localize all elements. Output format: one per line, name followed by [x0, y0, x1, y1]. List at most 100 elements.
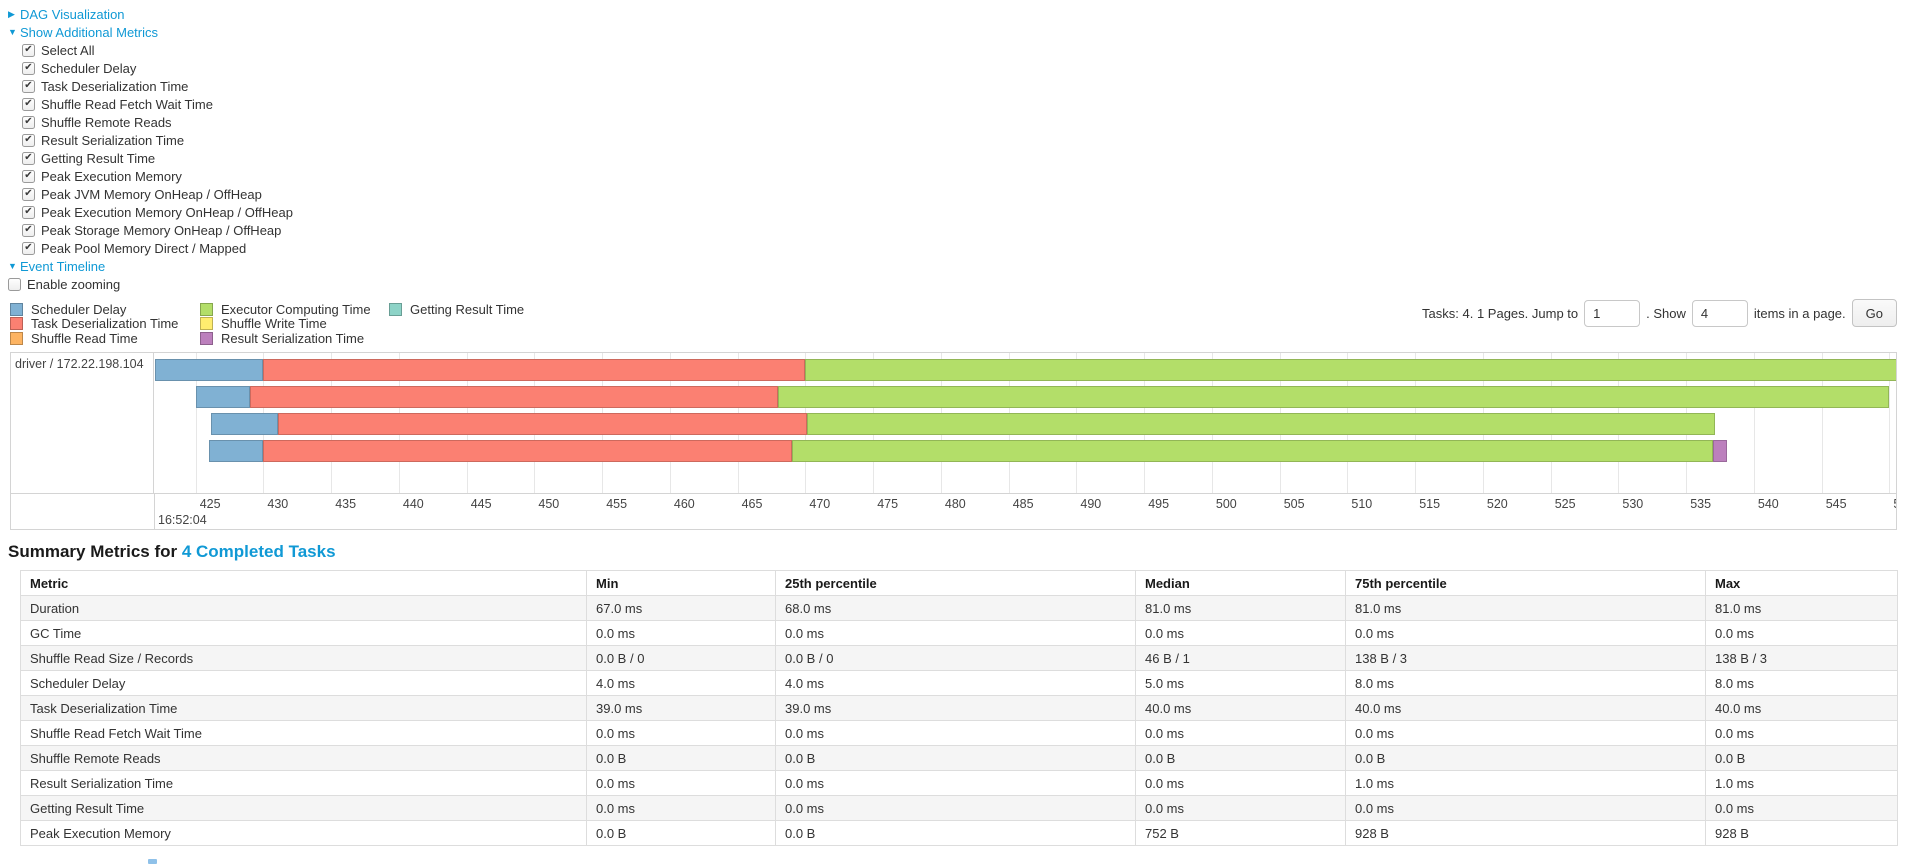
timeline-tick-label: 450 [538, 497, 560, 511]
expanded-arrow-icon: ▼ [8, 27, 17, 37]
completed-tasks-link[interactable]: 4 Completed Tasks [181, 542, 336, 561]
metric-value-cell: 0.0 ms [1135, 620, 1346, 646]
metric-checkbox-row[interactable]: ✔ Peak Pool Memory Direct / Mapped [8, 239, 293, 257]
metric-value-cell: 0.0 ms [1135, 770, 1346, 796]
metric-value-cell: 40.0 ms [1705, 695, 1898, 721]
legend-label: Scheduler Delay [31, 301, 127, 317]
timeline-bar-segment-executor-computing[interactable] [791, 440, 1714, 462]
timeline-bar-segment-task-deserialization[interactable] [249, 386, 779, 408]
summary-column-header: Metric [20, 570, 587, 596]
metric-checkbox-row[interactable]: ✔ Peak Execution Memory [8, 167, 293, 185]
metric-value-cell: 67.0 ms [586, 595, 776, 621]
metric-checkbox[interactable]: ✔ [22, 97, 35, 111]
dag-visualization-toggle[interactable]: ▶ DAG Visualization [8, 5, 293, 23]
show-additional-metrics-toggle[interactable]: ▼ Show Additional Metrics [8, 23, 293, 41]
metric-checkbox[interactable]: ✔ [22, 115, 35, 129]
items-per-page-input[interactable] [1691, 299, 1748, 327]
summary-table-row: Result Serialization Time 0.0 ms 0.0 ms 0.0… [20, 770, 1898, 796]
metric-checkbox-label: Task Deserialization Time [41, 78, 189, 94]
pagination-items-text: items in a page. [1753, 305, 1846, 321]
metric-checkbox-label: Shuffle Remote Reads [41, 114, 172, 130]
metric-value-cell: 8.0 ms [1345, 670, 1706, 696]
timeline-bar-segment-task-deserialization[interactable] [263, 359, 806, 381]
event-timeline-link[interactable]: Event Timeline [20, 258, 106, 274]
timeline-bar-segment-executor-computing[interactable] [805, 359, 1896, 381]
summary-table-row: Shuffle Read Fetch Wait Time 0.0 ms 0.0 ms… [20, 720, 1898, 746]
summary-table-row: Shuffle Read Size / Records 0.0 B / 0 0.0 … [20, 645, 1898, 671]
summary-table-row: Duration 67.0 ms 68.0 ms 81.0 ms 81.0 ms 81.0… [20, 595, 1898, 621]
shuffle-read-swatch-icon [10, 331, 23, 345]
timeline-bar-segment-task-deserialization[interactable] [278, 413, 807, 435]
metric-checkbox-label: Getting Result Time [41, 150, 156, 166]
timeline-tick-label: 535 [1690, 497, 1712, 511]
timeline-tick-label: 435 [335, 497, 357, 511]
legend-item: Task Deserialization Time [10, 316, 178, 331]
summary-table-row: Shuffle Remote Reads 0.0 B 0.0 B 0.0 B 0.0 B… [20, 745, 1898, 771]
metric-checkbox-row[interactable]: ✔ Shuffle Read Fetch Wait Time [8, 95, 293, 113]
result-serialization-swatch-icon [200, 331, 213, 345]
metric-value-cell: 0.0 B [775, 745, 1136, 771]
metric-checkbox[interactable]: ✔ [22, 187, 35, 201]
metric-value-cell: 0.0 ms [1345, 795, 1706, 821]
legend-label: Result Serialization Time [221, 330, 365, 346]
metric-checkbox[interactable]: ✔ [22, 61, 35, 75]
metric-checkbox-row[interactable]: ✔ Task Deserialization Time [8, 77, 293, 95]
metric-checkbox[interactable]: ✔ [22, 223, 35, 237]
timeline-time-label: 16:52:04 [158, 513, 207, 527]
metric-name-cell: Result Serialization Time [20, 770, 587, 796]
timeline-bar-segment-task-deserialization[interactable] [263, 440, 792, 462]
event-timeline-toggle[interactable]: ▼ Event Timeline [8, 257, 293, 275]
metric-value-cell: 4.0 ms [775, 670, 1136, 696]
metric-checkbox-label: Peak Execution Memory [41, 168, 182, 184]
metric-value-cell: 0.0 ms [586, 620, 776, 646]
metric-checkbox-row[interactable]: ✔ Peak JVM Memory OnHeap / OffHeap [8, 185, 293, 203]
legend-label: Executor Computing Time [221, 301, 371, 317]
legend-item: Shuffle Read Time [10, 331, 178, 346]
metric-name-cell: Peak Execution Memory [20, 820, 587, 846]
metric-value-cell: 81.0 ms [1135, 595, 1346, 621]
go-button[interactable]: Go [1851, 299, 1897, 327]
jump-to-page-input[interactable] [1584, 299, 1641, 327]
metric-checkbox-row[interactable]: ✔ Select All [8, 41, 293, 59]
show-additional-metrics-link[interactable]: Show Additional Metrics [20, 24, 159, 40]
metric-checkbox[interactable]: ✔ [22, 241, 35, 255]
enable-zooming-row[interactable]: Enable zooming [8, 275, 293, 293]
enable-zooming-checkbox[interactable] [8, 277, 21, 291]
metric-value-cell: 0.0 B / 0 [586, 645, 776, 671]
dag-visualization-link[interactable]: DAG Visualization [20, 6, 125, 22]
timeline-bar-segment-executor-computing[interactable] [778, 386, 1890, 408]
metric-checkbox-row[interactable]: ✔ Shuffle Remote Reads [8, 113, 293, 131]
legend-label: Shuffle Write Time [221, 316, 327, 332]
summary-table-row: Scheduler Delay 4.0 ms 4.0 ms 5.0 ms 8.0 ms 8… [20, 670, 1898, 696]
metric-checkbox-row[interactable]: ✔ Scheduler Delay [8, 59, 293, 77]
metric-value-cell: 0.0 ms [1705, 620, 1898, 646]
timeline-bar-segment-scheduler-delay[interactable] [210, 413, 279, 435]
metric-checkbox-row[interactable]: ✔ Getting Result Time [8, 149, 293, 167]
metric-checkbox[interactable]: ✔ [22, 205, 35, 219]
metric-checkbox[interactable]: ✔ [22, 169, 35, 183]
metric-checkbox-row[interactable]: ✔ Peak Storage Memory OnHeap / OffHeap [8, 221, 293, 239]
timeline-bar-segment-executor-computing[interactable] [806, 413, 1715, 435]
timeline-bar-segment-scheduler-delay[interactable] [209, 440, 264, 462]
metric-checkbox[interactable]: ✔ [22, 79, 35, 93]
timeline-gridline [1821, 353, 1823, 493]
metric-value-cell: 81.0 ms [1345, 595, 1706, 621]
metric-checkbox-label: Peak Pool Memory Direct / Mapped [41, 240, 247, 256]
timeline-bar-segment-scheduler-delay[interactable] [195, 386, 250, 408]
metric-value-cell: 0.0 ms [586, 770, 776, 796]
timeline-tick-label: 490 [1080, 497, 1102, 511]
metric-value-cell: 39.0 ms [775, 695, 1136, 721]
metric-checkbox-row[interactable]: ✔ Result Serialization Time [8, 131, 293, 149]
metric-checkbox[interactable]: ✔ [22, 43, 35, 57]
metric-checkbox[interactable]: ✔ [22, 151, 35, 165]
summary-column-header: 25th percentile [775, 570, 1136, 596]
pagination-show-text: . Show [1646, 305, 1686, 321]
timeline-bar-segment-result-serialization[interactable] [1713, 440, 1727, 462]
getting-result-swatch-icon [389, 302, 402, 316]
metric-value-cell: 46 B / 1 [1135, 645, 1346, 671]
task-deserialization-swatch-icon [10, 317, 23, 331]
metric-checkbox[interactable]: ✔ [22, 133, 35, 147]
metric-checkbox-row[interactable]: ✔ Peak Execution Memory OnHeap / OffHeap [8, 203, 293, 221]
timeline-bar-segment-scheduler-delay[interactable] [155, 359, 264, 381]
